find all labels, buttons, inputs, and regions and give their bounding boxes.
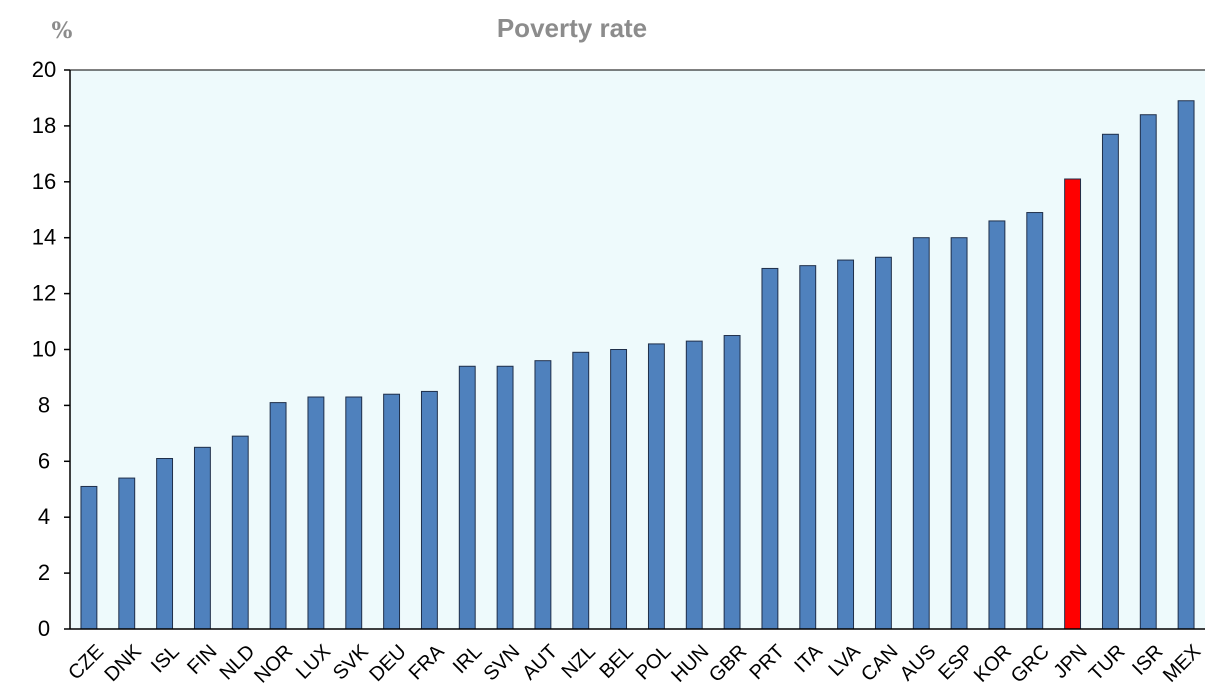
y-tick-label: 6	[38, 448, 50, 473]
x-tick-label-bel: BEL	[595, 641, 637, 683]
x-tick-label-ita: ITA	[790, 640, 827, 677]
bar-kor	[988, 220, 1006, 630]
bars-group	[80, 100, 1195, 630]
x-tick-label-can: CAN	[857, 641, 902, 683]
y-tick-label: 4	[38, 504, 50, 529]
bar-prt	[761, 267, 779, 630]
bar-nor	[269, 402, 287, 630]
y-tick-label: 18	[32, 113, 56, 138]
y-tick-label: 2	[38, 560, 50, 585]
x-tick-label-hun: HUN	[667, 641, 713, 683]
bar-isr	[1139, 114, 1157, 630]
bar-cze	[80, 485, 98, 630]
x-tick-label-nor: NOR	[250, 641, 297, 683]
x-tick-label-fra: FRA	[405, 640, 449, 683]
bar-fra	[420, 390, 438, 630]
y-tick-labels: 0 2 4 6 8 10 12 14 16 18 20	[32, 57, 56, 641]
bar-ita	[799, 265, 817, 630]
x-tick-label-dnk: DNK	[100, 640, 146, 683]
x-tick-label-svk: SVK	[329, 640, 373, 683]
bar-deu	[383, 393, 401, 630]
x-tick-label-tur: TUR	[1085, 641, 1130, 683]
bar-esp	[950, 237, 968, 630]
y-tick-label: 8	[38, 392, 50, 417]
y-tick-label: 10	[32, 337, 56, 362]
bar-can	[874, 256, 892, 630]
x-tick-label-aus: AUS	[896, 641, 941, 683]
x-tick-label-irl: IRL	[449, 641, 487, 679]
bar-bel	[610, 349, 628, 630]
x-tick-label-pol: POL	[632, 641, 676, 683]
bar-pol	[647, 343, 665, 630]
bar-aus	[912, 237, 930, 630]
y-tick-label: 12	[32, 281, 56, 306]
chart-title: Poverty rate	[497, 13, 647, 43]
axes-group	[64, 69, 1205, 630]
x-tick-label-deu: DEU	[365, 641, 410, 683]
bar-aut	[534, 360, 552, 630]
bar-hun	[685, 340, 703, 630]
bar-lux	[307, 396, 325, 630]
bar-mex	[1177, 100, 1195, 630]
x-tick-label-aut: AUT	[518, 641, 562, 683]
x-tick-label-prt: PRT	[745, 641, 789, 683]
y-tick-label: 20	[32, 57, 56, 82]
x-tick-label-esp: ESP	[934, 641, 978, 683]
x-tick-label-grc: GRC	[1007, 641, 1054, 683]
x-tick-label-lva: LVA	[825, 640, 866, 681]
y-tick-label: 16	[32, 169, 56, 194]
bar-fin	[193, 446, 211, 630]
x-tick-label-nld: NLD	[216, 641, 260, 683]
x-tick-label-fin: FIN	[183, 641, 221, 679]
bar-tur	[1101, 133, 1119, 630]
bar-isl	[156, 458, 174, 630]
bar-svn	[496, 365, 514, 630]
x-tick-label-lux: LUX	[292, 641, 335, 683]
x-tick-label-cze: CZE	[64, 641, 108, 683]
x-tick-label-nzl: NZL	[558, 641, 600, 683]
bar-lva	[837, 259, 855, 630]
x-tick-label-svn: SVN	[480, 641, 525, 683]
x-tick-label-isl: ISL	[147, 641, 184, 678]
x-tick-label-kor: KOR	[970, 641, 1016, 683]
plot-area	[70, 70, 1205, 629]
bar-irl	[458, 365, 476, 630]
bar-nld	[231, 435, 249, 630]
unit-label: %	[52, 18, 73, 44]
bar-dnk	[118, 477, 136, 630]
bar-nzl	[572, 351, 590, 630]
x-tick-label-jpn: JPN	[1049, 641, 1091, 683]
bar-svk	[345, 396, 363, 630]
bar-grc	[1026, 212, 1044, 630]
bar-gbr	[723, 335, 741, 630]
x-tick-label-mex: MEX	[1159, 641, 1205, 683]
y-tick-label: 0	[38, 616, 50, 641]
bar-jpn	[1064, 178, 1082, 630]
y-tick-label: 14	[32, 225, 56, 250]
x-tick-label-gbr: GBR	[705, 641, 751, 683]
